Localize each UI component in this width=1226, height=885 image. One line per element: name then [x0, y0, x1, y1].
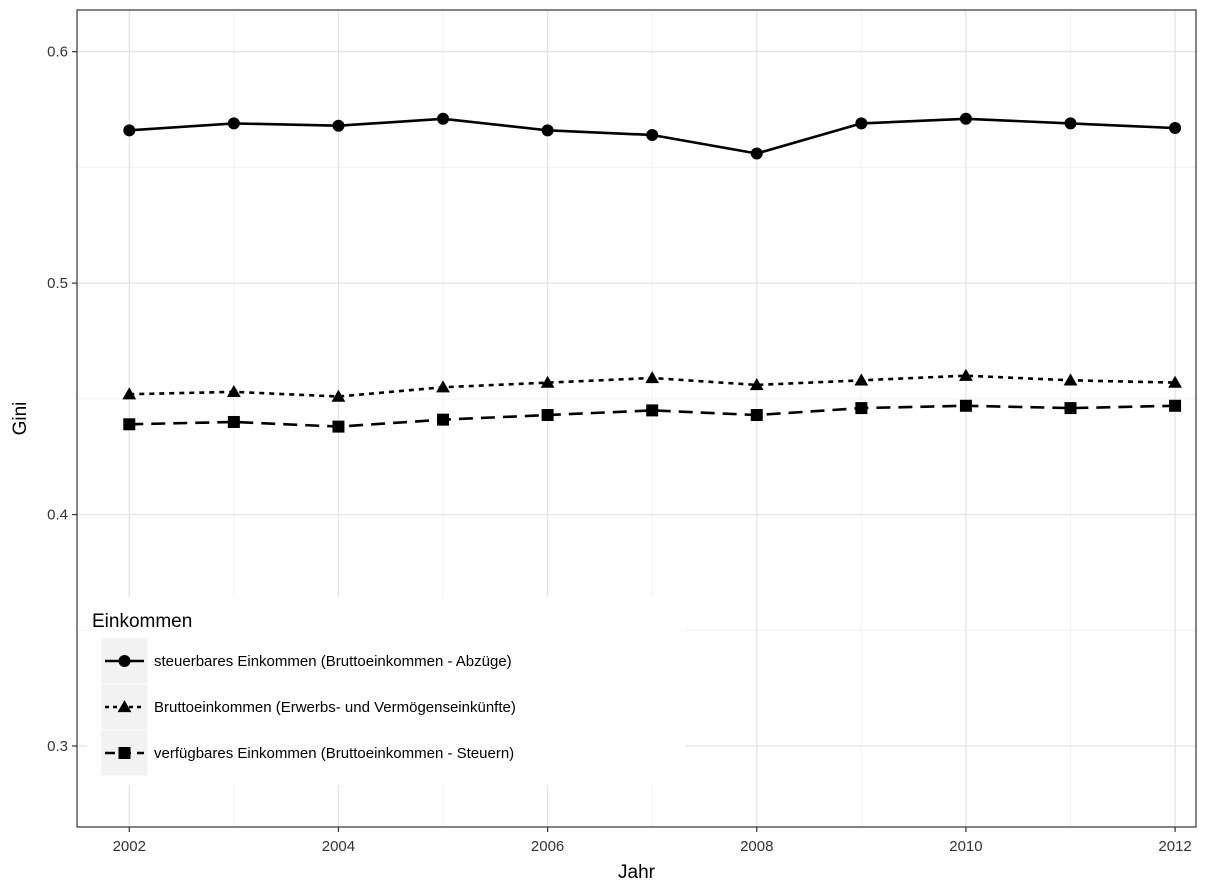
- data-point-circle: [123, 124, 136, 137]
- data-point-circle: [959, 112, 972, 125]
- data-point-triangle: [540, 375, 555, 388]
- plot-panel-border: [76, 9, 1197, 828]
- data-point-square: [123, 418, 136, 431]
- data-point-circle: [227, 117, 240, 130]
- series-triangle: [122, 368, 1182, 402]
- data-point-circle: [646, 128, 659, 141]
- data-point-square: [750, 409, 763, 422]
- x-tick-label: 2010: [949, 838, 982, 855]
- x-axis-title: Jahr: [618, 862, 656, 883]
- series-layer: [122, 112, 1182, 433]
- y-tick-label: 0.6: [47, 44, 68, 61]
- data-point-circle: [1064, 117, 1077, 130]
- data-point-square: [1169, 399, 1182, 412]
- data-point-circle: [750, 147, 763, 160]
- data-point-square: [437, 413, 450, 426]
- x-tick-label: 2006: [531, 838, 564, 855]
- data-point-square: [541, 409, 554, 422]
- series-square: [123, 399, 1182, 433]
- data-point-triangle: [1063, 373, 1078, 386]
- data-point-triangle: [645, 371, 660, 384]
- y-tick-label: 0.4: [47, 507, 68, 524]
- data-point-triangle: [854, 373, 869, 386]
- legend-label: verfügbares Einkommen (Bruttoeinkommen -…: [154, 745, 514, 762]
- legend-background: [87, 597, 685, 785]
- series-circle: [123, 112, 1182, 160]
- data-point-triangle: [331, 389, 346, 402]
- data-point-square: [646, 404, 659, 417]
- legend-key-square: [118, 747, 131, 759]
- legend: Einkommen steuerbares Einkommen (Bruttoe…: [87, 597, 685, 785]
- data-point-circle: [437, 112, 450, 125]
- data-point-circle: [541, 124, 554, 137]
- axes: 2002 2004 2006 2008 2010 2012 0.3 0.4 0.5 0.6: [47, 44, 1192, 855]
- data-point-square: [332, 420, 345, 433]
- data-point-triangle: [959, 368, 973, 381]
- data-point-square: [959, 399, 972, 412]
- y-tick-label: 0.3: [47, 738, 68, 755]
- legend-key-triangle: [117, 700, 132, 713]
- data-point-triangle: [1168, 375, 1182, 388]
- legend-label: steuerbares Einkommen (Bruttoeinkommen -…: [154, 653, 512, 670]
- x-tick-label: 2012: [1158, 838, 1191, 855]
- x-tick-label: 2008: [740, 838, 773, 855]
- data-point-triangle: [226, 384, 241, 398]
- legend-label: Bruttoeinkommen (Erwerbs- und Vermögense…: [154, 699, 516, 716]
- data-point-circle: [855, 117, 868, 130]
- legend-title: Einkommen: [92, 611, 192, 632]
- y-axis-title: Gini: [10, 402, 31, 436]
- data-point-triangle: [749, 378, 764, 391]
- data-point-square: [227, 415, 240, 428]
- legend-key-circle: [118, 655, 131, 667]
- data-point-circle: [1169, 122, 1182, 135]
- data-point-triangle: [436, 380, 450, 393]
- data-point-circle: [332, 119, 345, 132]
- x-tick-label: 2002: [113, 838, 146, 855]
- y-tick-label: 0.5: [47, 275, 68, 292]
- data-point-square: [1064, 402, 1077, 415]
- data-point-triangle: [122, 387, 137, 400]
- x-tick-label: 2004: [322, 838, 355, 855]
- data-point-square: [855, 402, 868, 415]
